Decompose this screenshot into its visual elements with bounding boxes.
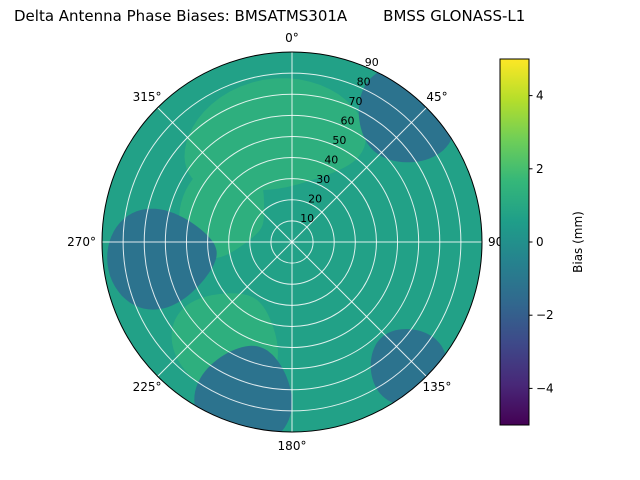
theta-tick-label: 270°	[67, 235, 96, 249]
theta-gridline	[291, 241, 427, 377]
theta-tick-label: 90	[488, 235, 503, 249]
theta-tick-label: 45°	[426, 90, 447, 104]
polar-grid	[102, 52, 482, 432]
r-tick-label: 30	[316, 173, 330, 186]
theta-gridline	[291, 107, 427, 243]
theta-gridline	[157, 107, 293, 243]
theta-tick-label: 225°	[133, 380, 162, 394]
colorbar-tick-label: 2	[536, 162, 544, 176]
polar-axis-edge	[101, 51, 483, 433]
r-tick-label: 70	[349, 95, 363, 108]
contour-region-low-left	[107, 208, 217, 310]
r-tick-label: 90	[365, 56, 379, 69]
theta-tick-label: 135°	[423, 380, 452, 394]
r-tick-label: 50	[332, 134, 346, 147]
r-tick-label: 40	[324, 153, 338, 166]
colorbar-tick-label: 0	[536, 235, 544, 249]
r-tick-label: 20	[308, 192, 322, 205]
contour-region-low-upper-right	[358, 66, 456, 163]
chart-title-main: Delta Antenna Phase Biases: BMSATMS301A	[14, 7, 348, 25]
colorbar-gradient	[499, 58, 530, 426]
colorbar-tick-label: 4	[536, 89, 544, 103]
colorbar: 4 2 0 −2 −4 Bias (mm)	[499, 58, 585, 426]
colorbar-axis-label: Bias (mm)	[571, 211, 585, 273]
colorbar-tick-label: −2	[536, 308, 554, 322]
theta-gridline	[157, 241, 293, 377]
chart-title: Delta Antenna Phase Biases: BMSATMS301A …	[14, 7, 525, 25]
r-tick-label: 80	[357, 75, 371, 88]
r-tick-label: 10	[300, 212, 314, 225]
colorbar-tick-label: −4	[536, 381, 554, 395]
theta-tick-label: 180°	[278, 439, 307, 453]
r-tick-label: 60	[340, 114, 354, 127]
theta-tick-label: 0°	[285, 31, 299, 45]
theta-tick-label: 315°	[133, 90, 162, 104]
chart-title-secondary: BMSS GLONASS-L1	[383, 7, 526, 25]
